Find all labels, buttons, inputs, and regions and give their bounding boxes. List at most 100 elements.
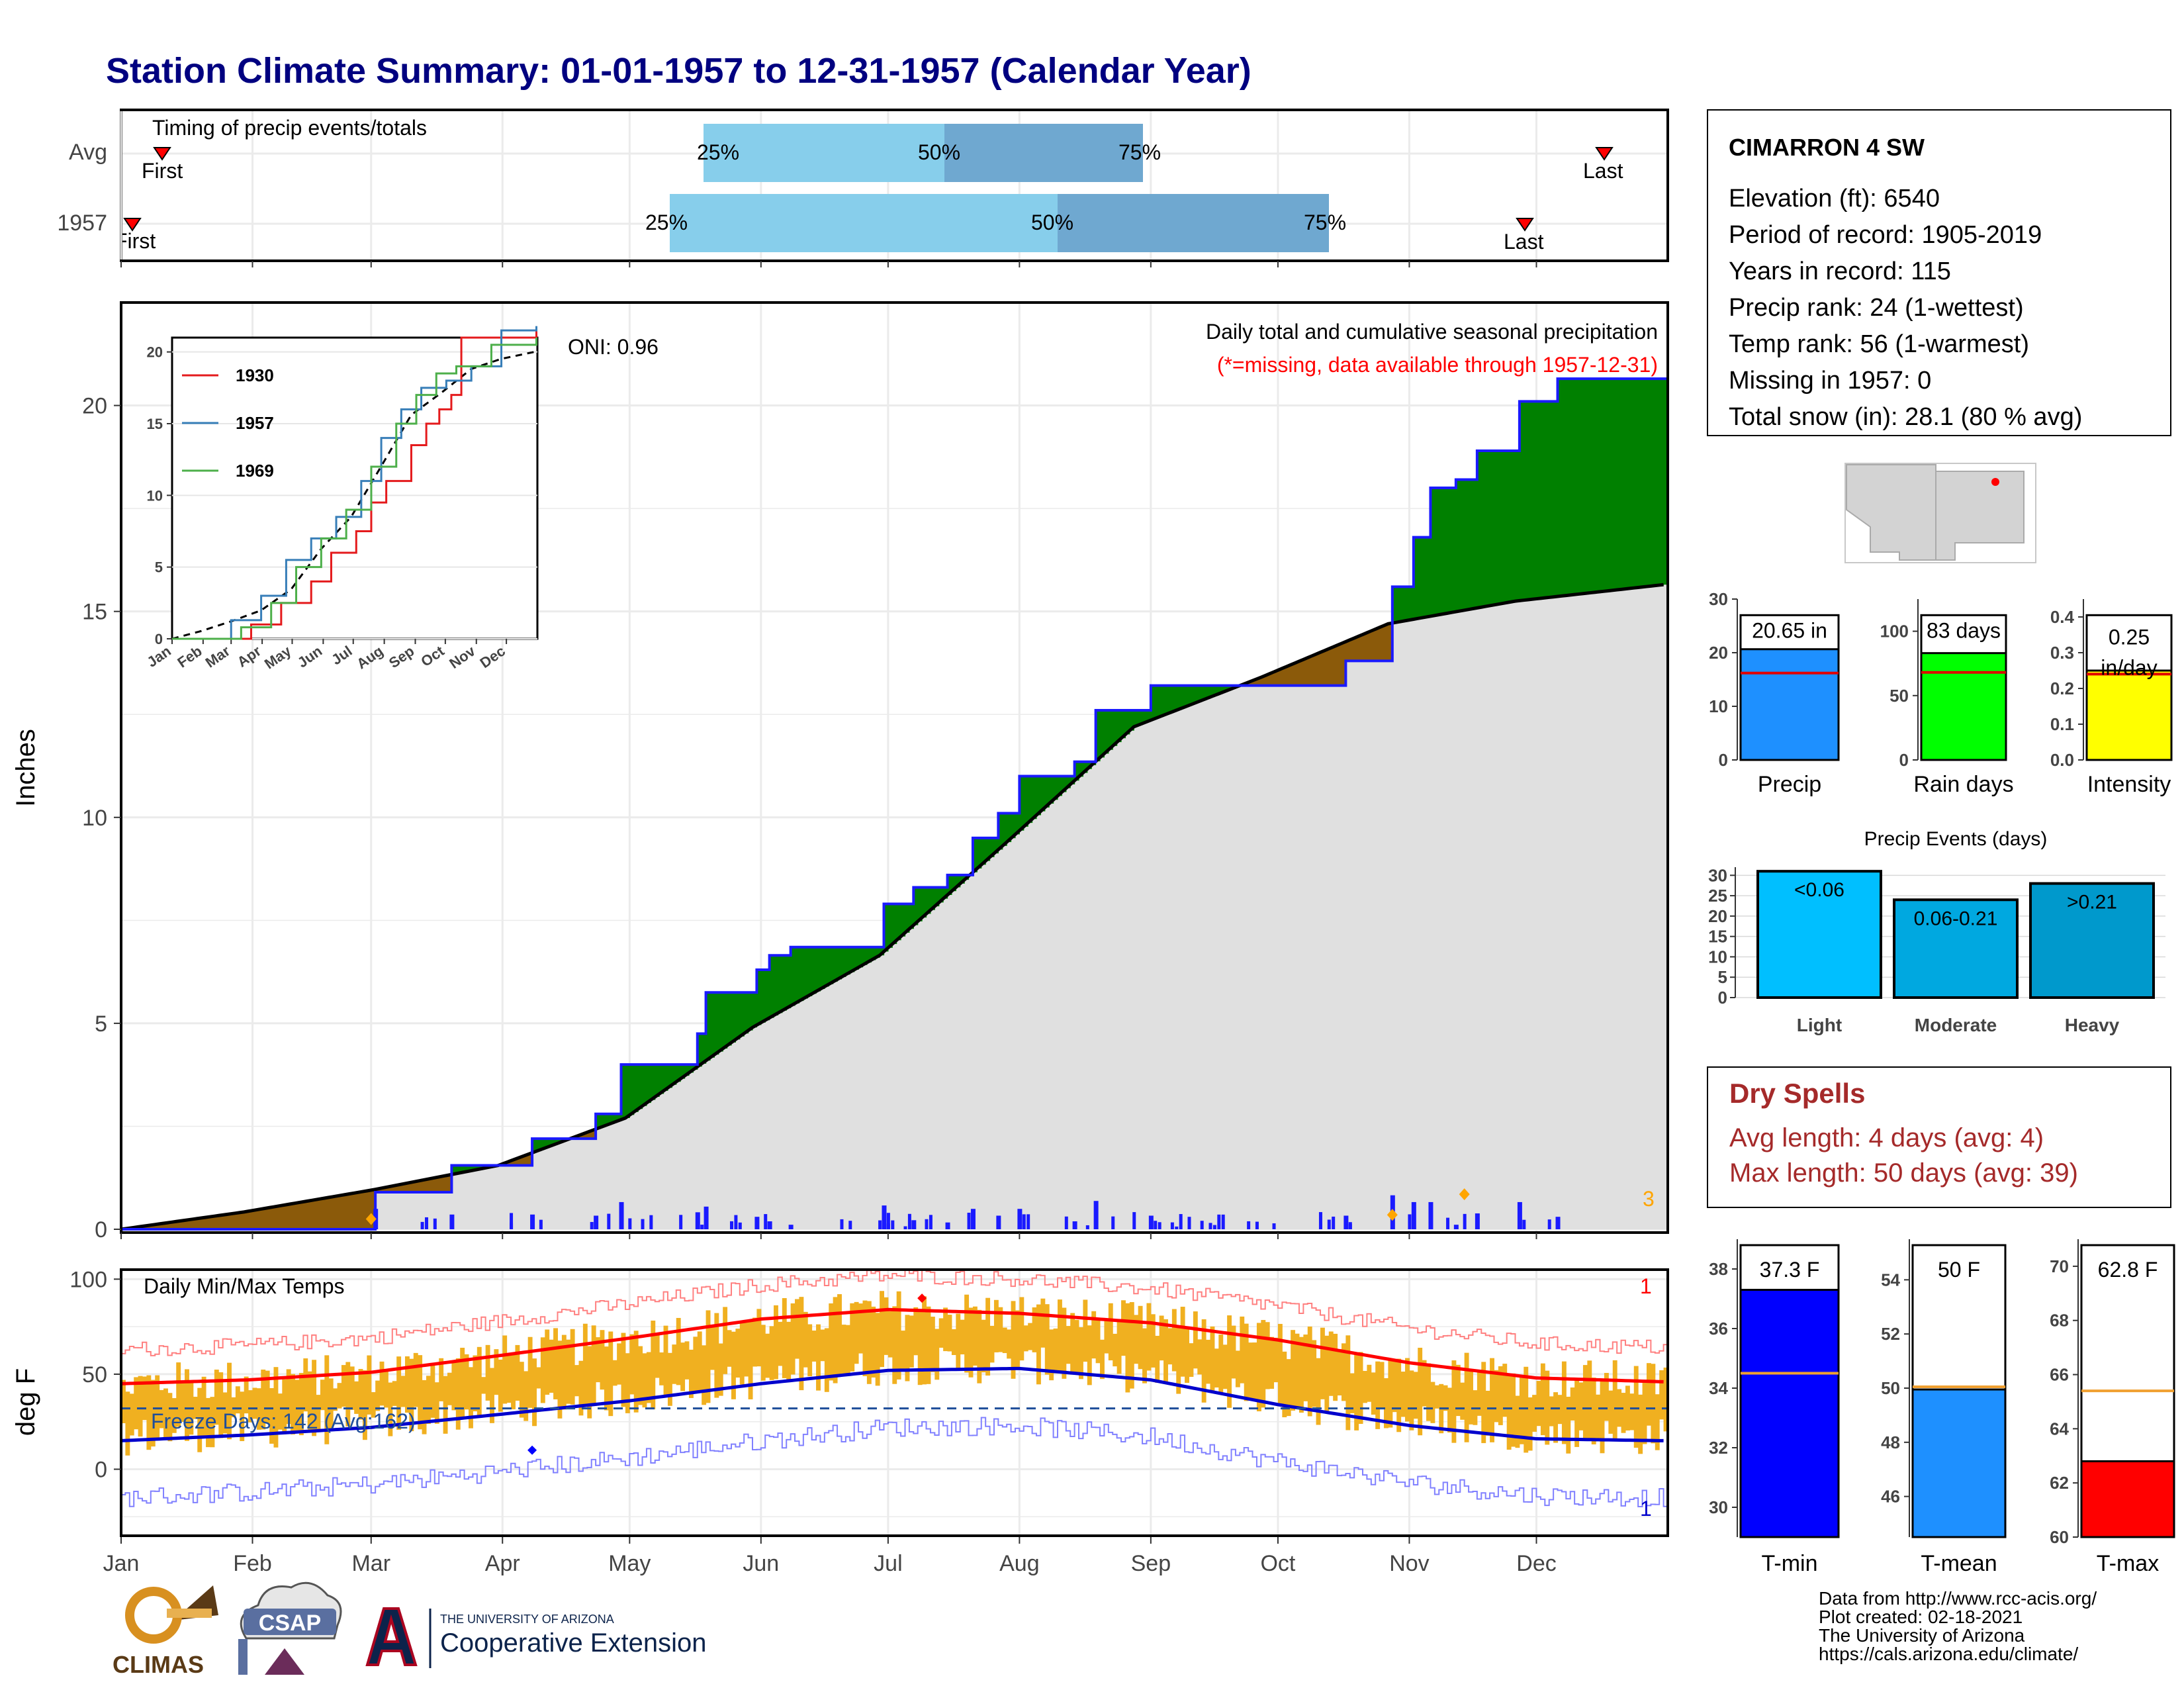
temp-day-bar bbox=[1079, 1327, 1083, 1380]
precip-y-tick-label: 10 bbox=[82, 806, 107, 831]
month-label: Aug bbox=[999, 1551, 1040, 1576]
events-tick-label: 15 bbox=[1708, 927, 1727, 947]
temp-day-bar bbox=[1180, 1307, 1185, 1377]
temp-day-bar bbox=[1036, 1304, 1041, 1385]
csap-mountain bbox=[265, 1648, 304, 1675]
temp-day-bar bbox=[1379, 1362, 1385, 1409]
temp-day-bar bbox=[858, 1303, 863, 1354]
temp-day-bar bbox=[265, 1370, 270, 1423]
inset-y-tick-label: 5 bbox=[155, 559, 163, 576]
daily-trace-bar bbox=[679, 1215, 683, 1229]
temp-day-bar bbox=[426, 1376, 431, 1425]
mini-value-Intensity: 0.25 bbox=[2109, 625, 2150, 649]
temp-day-bar bbox=[1532, 1395, 1537, 1432]
temp-day-bar bbox=[1621, 1393, 1626, 1433]
mini-bar-Rain days bbox=[1920, 652, 2007, 761]
temp-day-bar bbox=[1227, 1315, 1232, 1408]
temp-day-bar bbox=[1028, 1323, 1033, 1350]
temp-day-bar bbox=[180, 1381, 185, 1422]
temp-day-bar bbox=[1011, 1301, 1016, 1379]
month-label: Apr bbox=[485, 1551, 520, 1576]
temp-day-bar bbox=[515, 1344, 520, 1401]
temp-title: Daily Min/Max Temps bbox=[144, 1274, 344, 1298]
temp-day-bar bbox=[642, 1353, 647, 1408]
mini-tick-label: 100 bbox=[1880, 622, 1909, 641]
temp-day-bar bbox=[612, 1360, 617, 1386]
station-line: Precip rank: 24 (1-wettest) bbox=[1729, 294, 2024, 322]
temp-day-bar bbox=[1651, 1364, 1656, 1444]
temp-day-bar bbox=[138, 1376, 143, 1437]
temp-day-bar bbox=[688, 1349, 694, 1398]
temp-day-bar bbox=[1044, 1304, 1050, 1375]
station-lines: Elevation (ft): 6540 Period of record: 19… bbox=[1729, 185, 2082, 431]
temp-day-bar bbox=[578, 1360, 584, 1416]
temp-day-bar bbox=[1282, 1351, 1287, 1418]
temp-day-bar bbox=[1519, 1377, 1524, 1444]
temp-day-bar bbox=[469, 1367, 473, 1429]
temp-day-bar bbox=[778, 1321, 783, 1366]
temp-day-bar bbox=[1646, 1363, 1651, 1426]
temp-day-bar bbox=[1451, 1360, 1457, 1443]
precip-panel: 0 5 10 15 20 Inches ONI: 0.96 Daily total an… bbox=[11, 301, 1669, 1243]
temp-day-bar bbox=[1494, 1370, 1499, 1423]
temp-day-bar bbox=[833, 1297, 838, 1383]
temp-day-bar bbox=[171, 1398, 177, 1433]
temp-day-bar bbox=[1455, 1364, 1461, 1417]
temp-day-bar bbox=[142, 1376, 147, 1421]
csap-banner bbox=[244, 1609, 336, 1635]
mini-tick-label: 0.3 bbox=[2050, 643, 2074, 663]
temp-day-bar bbox=[261, 1369, 266, 1430]
daily-precip-bar bbox=[754, 1217, 760, 1229]
daily-trace-bar bbox=[1332, 1216, 1336, 1229]
temp-day-bar bbox=[892, 1306, 897, 1384]
daily-precip-bar bbox=[1428, 1201, 1433, 1229]
temp-day-bar bbox=[1469, 1371, 1473, 1425]
temp-day-bar bbox=[341, 1365, 346, 1407]
temp-day-bar bbox=[490, 1368, 494, 1423]
temp-day-bar bbox=[774, 1305, 778, 1380]
dry-spells-frame bbox=[1707, 1066, 2171, 1208]
temp-day-bar bbox=[981, 1319, 986, 1373]
temp-day-bar bbox=[1176, 1325, 1181, 1394]
temp-day-bar bbox=[1633, 1366, 1639, 1448]
temp-day-bar bbox=[1091, 1311, 1097, 1359]
temp-day-bar bbox=[1600, 1381, 1605, 1454]
month-label: May bbox=[608, 1551, 651, 1576]
tbar-tick-label: 66 bbox=[2050, 1365, 2069, 1385]
daily-trace-bar bbox=[1154, 1221, 1158, 1229]
temp-day-bar bbox=[295, 1380, 300, 1431]
temp-day-bar bbox=[214, 1370, 219, 1425]
events-bar-Moderate bbox=[1893, 898, 2019, 999]
temp-day-bar bbox=[1367, 1364, 1372, 1402]
temp-day-bar bbox=[447, 1372, 452, 1405]
temp-day-bar bbox=[739, 1322, 745, 1385]
temp-day-bar bbox=[862, 1300, 868, 1376]
daily-trace-bar bbox=[738, 1222, 742, 1229]
temp-day-bar bbox=[922, 1296, 927, 1385]
daily-trace-bar bbox=[967, 1213, 971, 1229]
temp-day-bar bbox=[845, 1325, 850, 1376]
timing-row-avg-label: Avg bbox=[69, 140, 107, 165]
temp-day-bar bbox=[400, 1376, 406, 1407]
temp-day-bar bbox=[396, 1356, 402, 1430]
tbar-label-T-max: T-max bbox=[2097, 1551, 2159, 1576]
timing-avg-last-label: Last bbox=[1583, 159, 1623, 183]
temp-day-bar bbox=[498, 1359, 503, 1412]
temp-day-bar bbox=[1337, 1349, 1342, 1396]
temp-day-bar bbox=[1349, 1373, 1355, 1413]
tbar-tick-label: 48 bbox=[1881, 1432, 1900, 1452]
temp-day-bar bbox=[333, 1388, 338, 1411]
daily-trace-bar bbox=[1408, 1214, 1412, 1229]
temp-day-bar bbox=[1460, 1382, 1465, 1420]
temp-day-bar bbox=[362, 1370, 367, 1440]
daily-precip-bar bbox=[911, 1220, 917, 1229]
tbar-value-T-mean: 50 F bbox=[1938, 1258, 1980, 1282]
temp-day-bar bbox=[1252, 1342, 1257, 1399]
timing-avg-last-marker bbox=[1595, 147, 1614, 161]
temp-day-bar bbox=[1527, 1397, 1533, 1451]
daily-trace-bar bbox=[641, 1219, 645, 1229]
temp-day-bar bbox=[1083, 1299, 1088, 1362]
temp-day-bar bbox=[1612, 1360, 1617, 1440]
station-line: Temp rank: 56 (1-warmest) bbox=[1729, 330, 2029, 358]
